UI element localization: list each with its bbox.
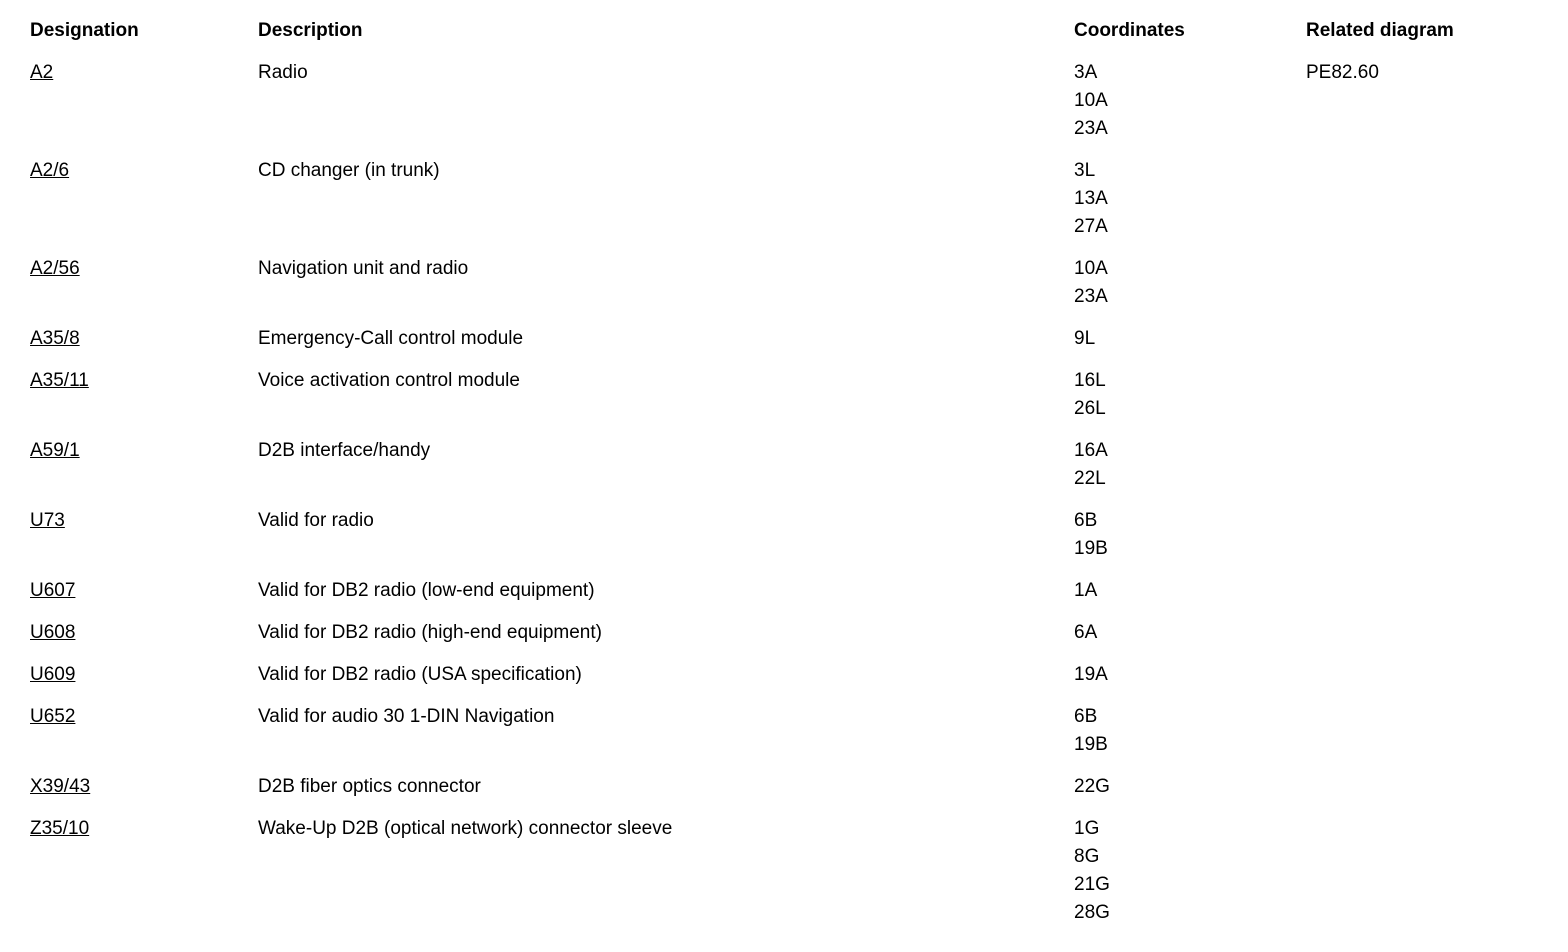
designation-cell: A2 — [30, 59, 258, 87]
coordinate-value: 6A — [1074, 622, 1098, 643]
description-cell: Navigation unit and radio — [258, 258, 469, 279]
coordinate-value: 27A — [1074, 216, 1108, 237]
coordinate-value: 1A — [1074, 580, 1098, 601]
related-diagram-cell: PE82.60 — [1306, 62, 1379, 83]
coordinate-value: 23A — [1074, 118, 1108, 139]
table-row: A59/1 D2B interface/handy 16A 22L — [30, 437, 1568, 493]
description-cell: D2B fiber optics connector — [258, 776, 481, 797]
table-row: A2 Radio 3A 10A 23A PE82.60 — [30, 59, 1568, 143]
description-cell: Wake-Up D2B (optical network) connector … — [258, 818, 673, 839]
column-header-description: Description — [258, 20, 363, 41]
designation-link[interactable]: Z35/10 — [30, 818, 90, 839]
coordinates-cell: 22G — [1074, 773, 1306, 801]
designation-link[interactable]: A35/11 — [30, 370, 89, 391]
coordinates-cell: 16A 22L — [1074, 437, 1306, 493]
description-cell: Valid for DB2 radio (high-end equipment) — [258, 622, 602, 643]
designation-link[interactable]: U607 — [30, 580, 76, 601]
coordinate-value: 23A — [1074, 286, 1108, 307]
designation-cell: A35/8 — [30, 325, 258, 353]
coordinate-value: 28G — [1074, 902, 1110, 923]
coordinate-value: 1G — [1074, 818, 1100, 839]
designation-link[interactable]: U608 — [30, 622, 76, 643]
coordinate-value: 9L — [1074, 328, 1096, 349]
description-cell: CD changer (in trunk) — [258, 160, 440, 181]
coordinate-value: 16A — [1074, 440, 1108, 461]
designation-link[interactable]: A2/56 — [30, 258, 80, 279]
coordinates-cell: 6B 19B — [1074, 507, 1306, 563]
column-header-coordinates: Coordinates — [1074, 20, 1185, 41]
designation-cell: A2/6 — [30, 157, 258, 185]
coordinate-value: 13A — [1074, 188, 1108, 209]
coordinates-cell: 3A 10A 23A — [1074, 59, 1306, 143]
coordinate-value: 16L — [1074, 370, 1106, 391]
table-row: U607 Valid for DB2 radio (low-end equipme… — [30, 577, 1568, 605]
designation-cell: U652 — [30, 703, 258, 731]
coordinates-cell: 3L 13A 27A — [1074, 157, 1306, 241]
coordinate-value: 19B — [1074, 538, 1108, 559]
designation-cell: X39/43 — [30, 773, 258, 801]
coordinates-cell: 9L — [1074, 325, 1306, 353]
designation-link[interactable]: A2/6 — [30, 160, 70, 181]
coordinate-value: 6B — [1074, 510, 1098, 531]
designation-cell: U73 — [30, 507, 258, 535]
designation-cell: A35/11 — [30, 367, 258, 395]
designation-cell: U607 — [30, 577, 258, 605]
coordinate-value: 3A — [1074, 62, 1098, 83]
designation-cell: A2/56 — [30, 255, 258, 283]
table-row: U609 Valid for DB2 radio (USA specificati… — [30, 661, 1568, 689]
table-row: U73 Valid for radio 6B 19B — [30, 507, 1568, 563]
table-row: A2/6 CD changer (in trunk) 3L 13A 27A — [30, 157, 1568, 241]
coordinates-cell: 10A 23A — [1074, 255, 1306, 311]
description-cell: Valid for radio — [258, 510, 374, 531]
description-cell: Emergency-Call control module — [258, 328, 524, 349]
coordinate-value: 6B — [1074, 706, 1098, 727]
table-row: U652 Valid for audio 30 1-DIN Navigation 6… — [30, 703, 1568, 759]
description-cell: D2B interface/handy — [258, 440, 431, 461]
designation-cell: U608 — [30, 619, 258, 647]
coordinate-value: 22G — [1074, 776, 1110, 797]
column-header-designation: Designation — [30, 20, 139, 41]
coordinates-cell: 16L 26L — [1074, 367, 1306, 423]
designation-link[interactable]: U609 — [30, 664, 76, 685]
coordinate-value: 10A — [1074, 258, 1108, 279]
coordinate-value: 26L — [1074, 398, 1106, 419]
table-row: Z35/10 Wake-Up D2B (optical network) conn… — [30, 815, 1568, 927]
description-cell: Valid for DB2 radio (USA specification) — [258, 664, 582, 685]
designation-link[interactable]: A59/1 — [30, 440, 80, 461]
table-row: U608 Valid for DB2 radio (high-end equipm… — [30, 619, 1568, 647]
designation-link[interactable]: U73 — [30, 510, 65, 531]
coordinates-cell: 6A — [1074, 619, 1306, 647]
designation-cell: U609 — [30, 661, 258, 689]
designation-link[interactable]: U652 — [30, 706, 76, 727]
table-row: X39/43 D2B fiber optics connector 22G — [30, 773, 1568, 801]
component-legend-table: Designation Description Coordinates Rela… — [30, 17, 1568, 927]
coordinate-value: 21G — [1074, 874, 1110, 895]
designation-link[interactable]: A2 — [30, 62, 54, 83]
description-cell: Voice activation control module — [258, 370, 520, 391]
table-header-row: Designation Description Coordinates Rela… — [30, 17, 1568, 45]
coordinates-cell: 1A — [1074, 577, 1306, 605]
table-body: A2 Radio 3A 10A 23A PE82.60 A2/6 CD changer (in… — [30, 59, 1568, 927]
description-cell: Radio — [258, 62, 308, 83]
designation-link[interactable]: A35/8 — [30, 328, 80, 349]
description-cell: Valid for audio 30 1-DIN Navigation — [258, 706, 555, 727]
coordinates-cell: 6B 19B — [1074, 703, 1306, 759]
coordinate-value: 8G — [1074, 846, 1100, 867]
coordinates-cell: 1G 8G 21G 28G — [1074, 815, 1306, 927]
designation-cell: A59/1 — [30, 437, 258, 465]
column-header-related-diagram: Related diagram — [1306, 20, 1454, 41]
coordinate-value: 19B — [1074, 734, 1108, 755]
coordinates-cell: 19A — [1074, 661, 1306, 689]
coordinate-value: 19A — [1074, 664, 1108, 685]
table-row: A35/11 Voice activation control module 16L… — [30, 367, 1568, 423]
coordinate-value: 22L — [1074, 468, 1106, 489]
designation-link[interactable]: X39/43 — [30, 776, 91, 797]
coordinate-value: 3L — [1074, 160, 1096, 181]
description-cell: Valid for DB2 radio (low-end equipment) — [258, 580, 595, 601]
table-row: A2/56 Navigation unit and radio 10A 23A — [30, 255, 1568, 311]
table-row: A35/8 Emergency-Call control module 9L — [30, 325, 1568, 353]
coordinate-value: 10A — [1074, 90, 1108, 111]
designation-cell: Z35/10 — [30, 815, 258, 843]
